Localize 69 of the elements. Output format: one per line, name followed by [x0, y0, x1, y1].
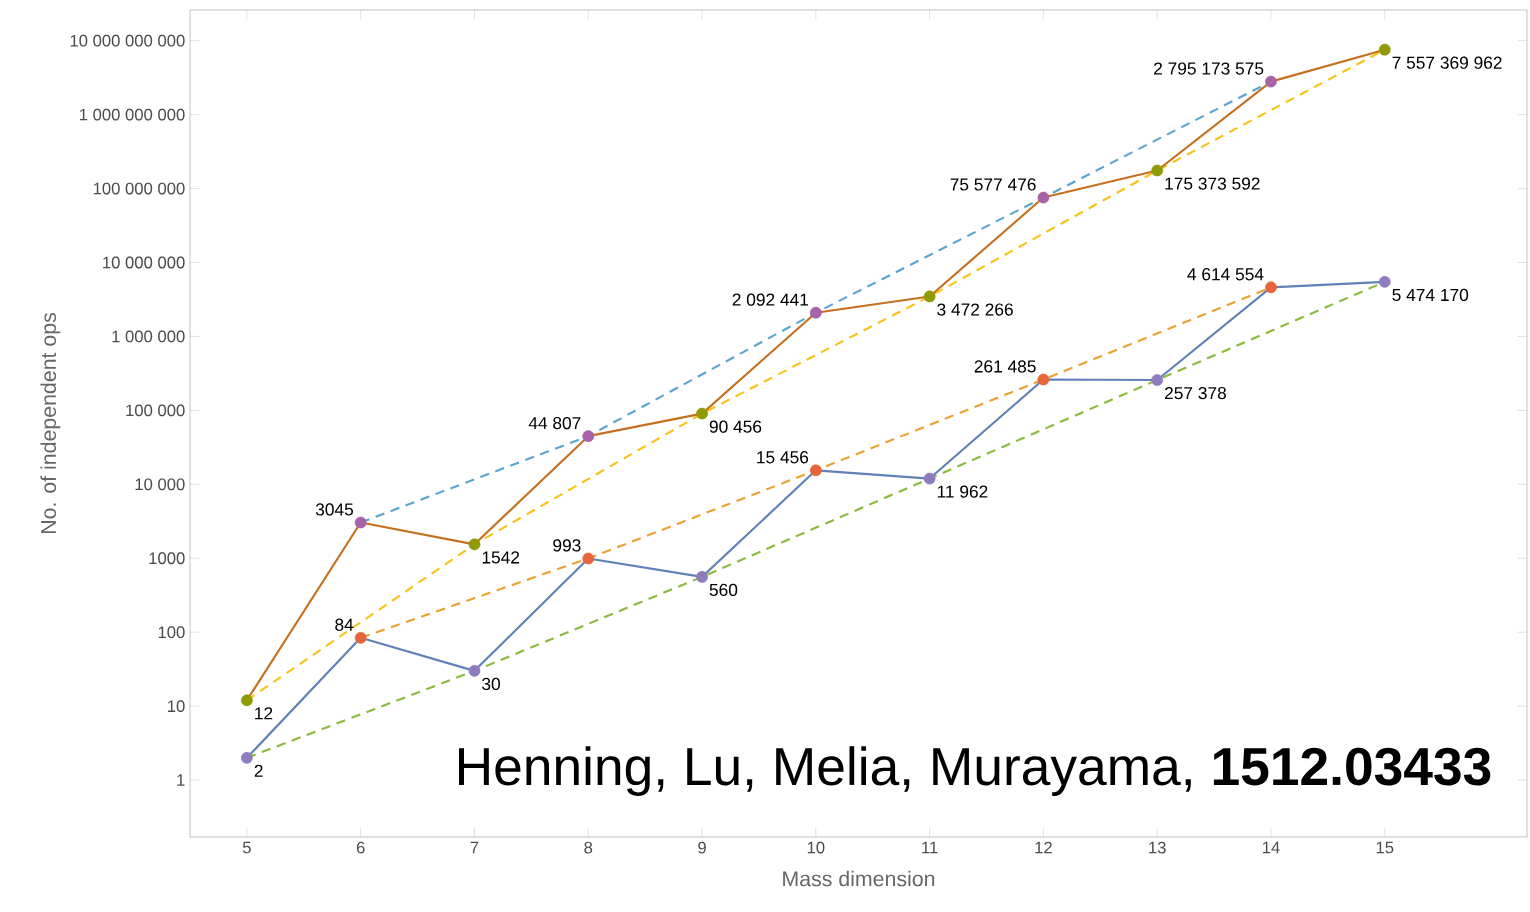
x-tick-label: 5: [242, 841, 251, 854]
point: [1037, 191, 1050, 204]
data-label: 5 474 170: [1392, 288, 1469, 302]
data-label: 4 614 554: [1187, 268, 1264, 281]
point: [1265, 281, 1277, 294]
data-label: 11 962: [937, 485, 988, 498]
point: [582, 552, 595, 565]
point: [582, 430, 595, 443]
data-label: 2 795 173 575: [1154, 62, 1264, 75]
point: [241, 694, 253, 707]
data-label: 7 557 369 962: [1392, 56, 1502, 69]
data-label: 3 472 266: [937, 303, 1013, 316]
data-label: 12: [255, 707, 273, 720]
y-tick-label: 100 000: [126, 404, 185, 417]
y-tick-label: 10 000 000: [103, 256, 185, 269]
y-tick-label: 10 000: [135, 478, 185, 491]
x-tick-label: 7: [470, 841, 479, 854]
data-label: 84: [335, 618, 354, 631]
x-tick-label: 10: [807, 841, 825, 854]
data-label: 1542: [482, 551, 520, 564]
data-label: 257 378: [1165, 386, 1226, 400]
point: [468, 538, 481, 551]
data-label: 560: [709, 583, 738, 597]
point: [809, 464, 822, 477]
point: [468, 664, 481, 677]
point: [696, 571, 708, 583]
data-label: 44 807: [528, 416, 581, 430]
point: [241, 751, 253, 764]
x-tick-label: 13: [1149, 841, 1166, 854]
point: [1378, 275, 1391, 288]
y-tick-label: 10 000 000 000: [70, 34, 185, 47]
data-label: 90 456: [709, 420, 762, 433]
data-label: 15 456: [757, 451, 809, 464]
point: [1378, 43, 1391, 56]
y-tick-label: 1 000 000: [112, 330, 185, 343]
y-tick-label: 10: [168, 700, 185, 713]
point: [1037, 373, 1050, 386]
x-tick-label: 11: [922, 841, 938, 854]
y-tick-label: 100: [158, 626, 185, 639]
x-tick-label: 15: [1376, 841, 1394, 854]
data-label: 261 485: [974, 360, 1036, 373]
annotation: Henning, Lu, Melia, Murayama, 1512.03433: [459, 746, 1491, 796]
data-label: 30: [482, 677, 501, 691]
y-tick-label: 100 000 000: [93, 182, 185, 195]
data-label: 75 577 476: [950, 178, 1036, 191]
point: [696, 407, 708, 420]
point: [354, 631, 367, 644]
point: [1151, 374, 1164, 386]
point: [923, 472, 936, 485]
y-tick-label: 1 000 000 000: [79, 108, 185, 121]
point: [923, 290, 936, 303]
point: [809, 306, 822, 319]
point: [354, 516, 367, 529]
point: [1265, 75, 1277, 88]
y-axis-title: No. of independent ops: [40, 313, 61, 534]
data-label: 175 373 592: [1165, 177, 1260, 190]
data-label: 993: [553, 539, 581, 552]
y-tick-label: 1000: [149, 552, 185, 565]
point: [1151, 164, 1164, 177]
data-label: 2: [254, 764, 263, 777]
y-tick-label: 1: [177, 774, 185, 786]
x-tick-label: 12: [1035, 841, 1052, 854]
x-axis-title: Mass dimension: [783, 870, 935, 887]
x-tick-label: 9: [698, 841, 706, 854]
x-tick-label: 14: [1262, 841, 1280, 854]
data-label: 3045: [315, 503, 354, 516]
x-tick-label: 6: [356, 841, 365, 854]
data-label: 2 092 441: [732, 293, 809, 306]
x-tick-label: 8: [584, 841, 593, 854]
